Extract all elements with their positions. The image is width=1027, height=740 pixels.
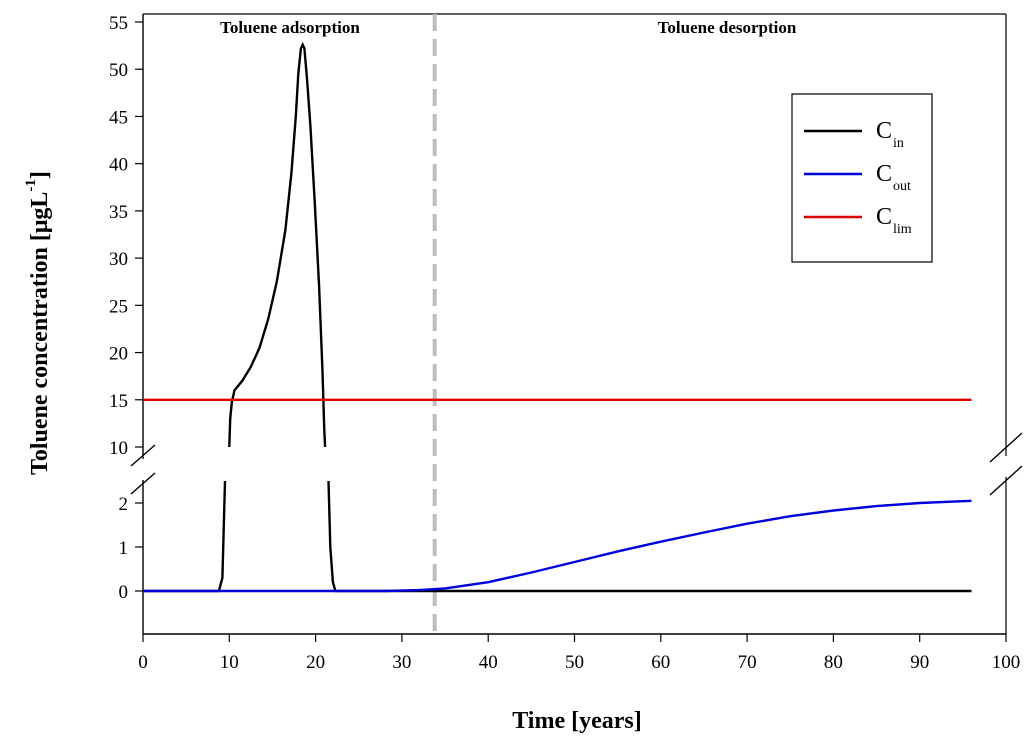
legend: Cin Cout Clim [791, 93, 933, 263]
x-tick-label: 70 [738, 652, 757, 673]
y-tick-label: 10 [109, 438, 128, 459]
right-break-mark-lower [989, 465, 1023, 496]
y-tick-label: 40 [109, 155, 128, 176]
y-axis-title: Toluene concentration [μgL-1] [23, 171, 53, 475]
desorption-label: Toluene desorption [658, 18, 797, 37]
legend-items: Cin Cout Clim [804, 118, 912, 237]
y-tick-label: 1 [119, 538, 129, 559]
series-in-upper-line [228, 41, 327, 448]
y-axis-break-mark-lower [130, 472, 156, 495]
y-axis-title-sup: -1 [23, 179, 39, 192]
y-tick-label: 35 [109, 202, 128, 223]
y-axis-title-end: ] [27, 171, 53, 179]
x-tick-label: 80 [824, 652, 843, 673]
x-tick-label: 40 [479, 652, 498, 673]
x-axis-title: Time [years] [512, 708, 642, 734]
x-tick-label: 30 [392, 652, 411, 673]
right-break-mark-upper [989, 432, 1023, 463]
x-axis-ticks: 0 10 20 30 40 50 60 70 80 90 100 [138, 634, 1020, 673]
x-tick-label: 20 [306, 652, 325, 673]
svg-text:Toluene concentration [μgL-1]: Toluene concentration [μgL-1] [23, 171, 53, 475]
y-tick-label: 15 [109, 391, 128, 412]
y-axis-break-mark-upper [130, 444, 156, 467]
legend-label-in: Cin [876, 118, 904, 151]
y-tick-label: 20 [109, 344, 128, 365]
series-layer [143, 41, 972, 593]
x-tick-label: 50 [565, 652, 584, 673]
x-tick-label: 10 [220, 652, 239, 673]
y-tick-label: 25 [109, 296, 128, 317]
y-tick-label: 30 [109, 249, 128, 270]
x-tick-label: 60 [651, 652, 670, 673]
plot-frame [130, 13, 1023, 635]
y-axis-title-main: Toluene concentration [μgL [27, 192, 53, 475]
legend-box [791, 93, 933, 263]
y-tick-label: 2 [119, 494, 129, 515]
y-axis-ticks: 0 1 2 10 15 20 25 30 35 40 45 50 55 [109, 13, 143, 603]
x-tick-label: 0 [138, 652, 148, 673]
x-tick-label: 100 [992, 652, 1021, 673]
y-tick-label: 0 [119, 582, 129, 603]
y-tick-label: 50 [109, 60, 128, 81]
adsorption-label: Toluene adsorption [220, 18, 360, 37]
series-in-lower-tail-line [327, 480, 972, 593]
y-tick-label: 45 [109, 107, 128, 128]
legend-label-lim: Clim [876, 204, 912, 237]
series-in-lower-line [143, 480, 227, 593]
y-tick-label: 55 [109, 13, 128, 34]
x-tick-label: 90 [910, 652, 929, 673]
legend-label-out: Cout [876, 161, 911, 194]
series-out-lower-line [143, 499, 972, 593]
